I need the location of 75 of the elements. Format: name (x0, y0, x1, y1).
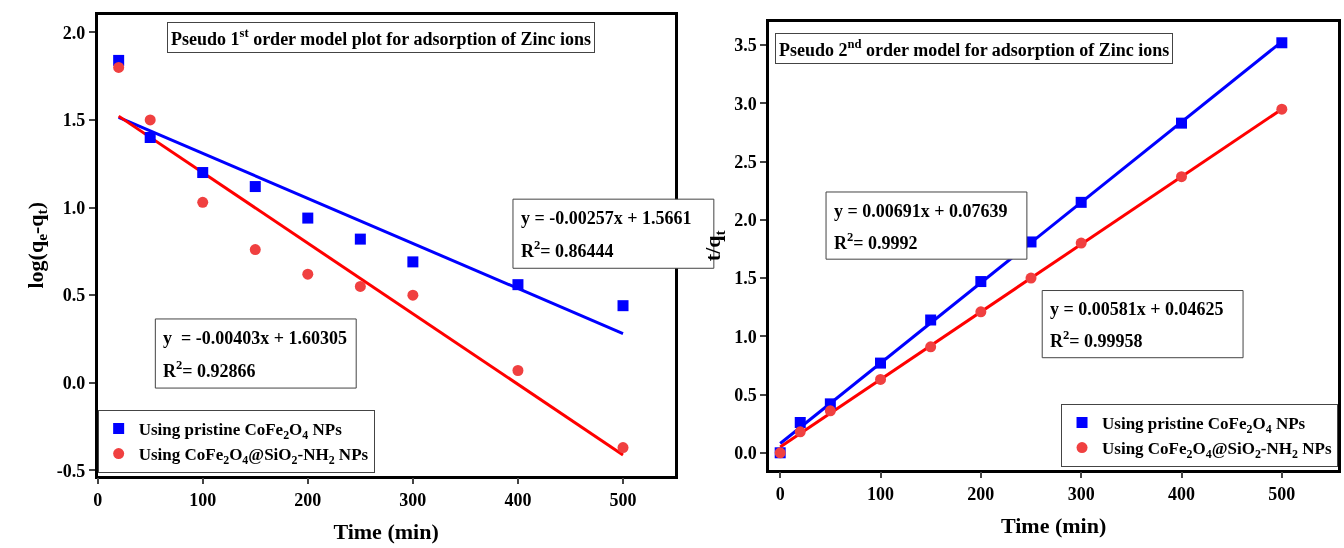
point (144, 132, 156, 143)
x-tick-label: 400 (504, 489, 532, 510)
point (1276, 103, 1288, 115)
point (617, 442, 629, 454)
point (617, 300, 629, 312)
annotation: y = -0.00257x + 1.5661 (521, 208, 692, 228)
y-tick-label: 1.0 (734, 326, 757, 347)
point (794, 426, 806, 438)
y-tick-label: 0.5 (734, 384, 757, 405)
x-tick-label: 100 (189, 489, 217, 510)
x-axis-title: Time (min) (333, 518, 439, 544)
point (197, 196, 209, 208)
point (354, 233, 366, 245)
point (875, 373, 887, 385)
point (407, 256, 419, 268)
point (354, 280, 366, 292)
point (249, 181, 261, 193)
point (197, 167, 209, 179)
point (407, 289, 419, 301)
x-tick-label: 300 (1067, 484, 1095, 505)
annotation: R$^{2}$= 0.9992 (834, 230, 918, 253)
x-tick-label: 200 (967, 484, 995, 505)
x-tick-label: 500 (609, 489, 637, 510)
point (975, 276, 987, 288)
y-tick-label: 0.0 (62, 373, 86, 394)
point (512, 365, 524, 376)
y-tick-label: 2.5 (734, 151, 757, 172)
x-tick-label: 400 (1168, 484, 1196, 505)
point (1075, 196, 1087, 208)
point (1176, 117, 1188, 129)
x-tick-label: 0 (93, 489, 103, 510)
y-tick-label: 3.5 (734, 35, 757, 56)
point (925, 314, 937, 326)
point (302, 212, 314, 224)
annotation: y = 0.00691x + 0.07639 (834, 201, 1008, 221)
point (1025, 272, 1037, 284)
y-tick-label: 1.5 (734, 268, 757, 289)
point (1176, 171, 1188, 183)
point (113, 61, 125, 73)
y-tick-label: 1.0 (62, 197, 86, 218)
point (925, 341, 937, 353)
text: Pseudo 2$^{nd}$ order model for adsorption of Zinc ions (779, 37, 1170, 60)
point (512, 279, 524, 291)
annotation: R$^{2}$= 0.92866 (163, 358, 256, 381)
legend-label: Using pristine CoFe$_{2}$O$_{4}$ NPs (1102, 414, 1306, 436)
point (824, 405, 836, 417)
point (1075, 237, 1087, 249)
point (302, 268, 314, 280)
point (875, 357, 887, 369)
annotation: R$^{2}$= 0.99958 (1050, 328, 1143, 351)
annotation: y = 0.00581x + 0.04625 (1050, 299, 1224, 319)
y-tick-label: 0.0 (734, 443, 757, 464)
point (794, 417, 806, 428)
legend-label: Using pristine CoFe$_{2}$O$_{4}$ NPs (138, 420, 343, 442)
x-tick-label: 200 (294, 489, 322, 510)
y-tick-label: 0.5 (62, 285, 86, 306)
point (249, 244, 261, 256)
text: Pseudo 1$^{st}$ order model plot for adsorption of Zinc ions (171, 26, 591, 49)
point (975, 306, 987, 318)
x-tick-label: 100 (867, 484, 895, 505)
x-tick-label: 500 (1268, 484, 1296, 505)
y-tick-label: -0.5 (56, 460, 86, 481)
y-tick-label: 1.5 (62, 110, 86, 131)
y-tick-label: 2.0 (734, 210, 757, 231)
text: Using CoFe$_{2}$O$_{4}$@SiO$_{2}$-NH$_{2}$ NPs (138, 445, 369, 467)
text: Using CoFe$_{2}$O$_{4}$@SiO$_{2}$-NH$_{2}$ NPs (1102, 439, 1332, 461)
y-tick-label: 2.0 (62, 22, 86, 43)
x-tick-label: 0 (775, 484, 785, 505)
x-axis-title: Time (min) (1000, 512, 1107, 538)
x-tick-label: 300 (399, 489, 427, 510)
point (144, 114, 156, 126)
y-tick-label: 3.0 (734, 93, 757, 114)
annotation: R$^{2}$= 0.86444 (521, 238, 614, 261)
point (1276, 37, 1288, 49)
annotation: y = -0.00403x + 1.60305 (163, 328, 348, 348)
